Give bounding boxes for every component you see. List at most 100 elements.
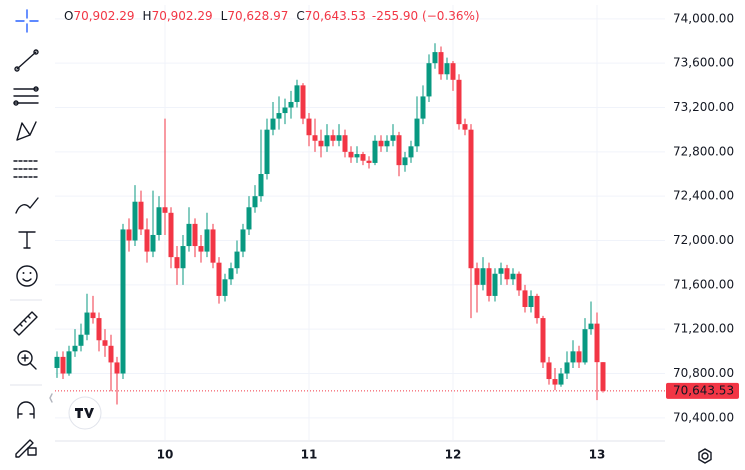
candle-body — [576, 351, 582, 363]
candle-body — [354, 154, 360, 158]
candle-body — [360, 154, 366, 161]
candle-body — [390, 135, 396, 141]
candle-body — [78, 334, 84, 346]
ruler-tool[interactable] — [13, 311, 38, 336]
candle-body — [222, 279, 228, 296]
close-value: 70,643.53 — [305, 9, 366, 23]
candle-body — [66, 351, 72, 374]
candle-body — [198, 246, 204, 252]
candle-body — [546, 362, 552, 380]
crosshair-tool[interactable] — [15, 9, 39, 33]
candle-body — [366, 160, 372, 163]
candle-body — [408, 146, 414, 158]
candle-body — [120, 229, 126, 374]
candle-body — [426, 63, 432, 97]
plot-area — [54, 5, 665, 440]
lock-tool[interactable] — [15, 439, 37, 458]
candle-body — [114, 362, 120, 374]
close-label: C — [296, 9, 304, 23]
candle-body — [438, 52, 444, 75]
candle-body — [492, 273, 498, 296]
y-tick-label: 71,200.00 — [673, 322, 734, 336]
candle-body — [522, 290, 528, 308]
candle-body — [102, 340, 108, 346]
candle-body — [468, 129, 474, 269]
low-value: 70,628.97 — [227, 9, 288, 23]
candle-body — [534, 295, 540, 319]
candle-body — [90, 312, 96, 319]
candle-body — [450, 63, 456, 80]
magnet-tool[interactable] — [17, 401, 35, 419]
candle-body — [582, 329, 588, 363]
candle-body — [126, 229, 132, 241]
candle-body — [510, 273, 516, 280]
candle-body — [294, 85, 300, 102]
candle-body — [192, 223, 198, 247]
candle-body — [168, 212, 174, 258]
candle-body — [54, 356, 60, 368]
candle-body — [504, 268, 510, 280]
candle-body — [540, 318, 546, 363]
candle-body — [96, 318, 102, 341]
candle-body — [342, 135, 348, 152]
candle-body — [414, 118, 420, 147]
candle-body — [378, 140, 384, 147]
settings-button[interactable] — [698, 448, 712, 464]
candle-body — [552, 379, 558, 385]
forecast-tool[interactable] — [13, 160, 39, 178]
candle-body — [210, 229, 216, 263]
candle-body — [138, 201, 144, 230]
zoom-tool[interactable] — [17, 350, 37, 370]
candle-body — [276, 113, 282, 119]
icon-tool[interactable] — [16, 265, 38, 287]
candle-body — [156, 207, 162, 235]
high-label: H — [143, 9, 152, 23]
text-tool[interactable] — [18, 231, 36, 249]
candle-body — [600, 362, 606, 391]
candle-body — [594, 323, 600, 363]
candle-body — [174, 257, 180, 269]
pattern-tool[interactable] — [16, 121, 37, 141]
trend-line-tool[interactable] — [14, 49, 39, 72]
y-tick-label: 70,400.00 — [673, 410, 734, 424]
y-tick-label: 71,600.00 — [673, 277, 734, 291]
candle-body — [444, 63, 450, 75]
collapse-toggle[interactable] — [49, 393, 53, 403]
candle-body — [228, 268, 234, 280]
candle-body — [324, 135, 330, 147]
open-value: 70,902.29 — [73, 9, 134, 23]
candle-body — [108, 345, 114, 363]
candle-body — [132, 201, 138, 241]
open-label: O — [64, 9, 73, 23]
candle-body — [474, 268, 480, 285]
candle-body — [264, 129, 270, 175]
y-tick-label: 70,800.00 — [673, 366, 734, 380]
candle-body — [402, 157, 408, 166]
toolbar — [10, 9, 53, 458]
candle-body — [330, 135, 336, 141]
candle-body — [306, 118, 312, 136]
candle-body — [270, 118, 276, 130]
logo[interactable] — [68, 396, 102, 430]
x-tick-label: 10 — [157, 448, 174, 462]
candle-body — [234, 251, 240, 269]
low-label: L — [221, 9, 228, 23]
candle-body — [150, 234, 156, 252]
candle-body — [162, 207, 168, 213]
candle-body — [396, 135, 402, 166]
fib-tool[interactable] — [13, 86, 39, 106]
candle-body — [300, 85, 306, 119]
candle-body — [282, 107, 288, 114]
candle-body — [432, 52, 438, 64]
candle-body — [570, 351, 576, 363]
high-value: 70,902.29 — [152, 9, 213, 23]
y-tick-label: 73,200.00 — [673, 100, 734, 114]
candle-body — [258, 174, 264, 197]
brush-tool[interactable] — [15, 197, 39, 214]
last-price-tag — [666, 382, 739, 399]
candle-body — [84, 312, 90, 335]
candle-body — [204, 229, 210, 252]
candle-body — [480, 268, 486, 285]
candle-body — [336, 135, 342, 141]
